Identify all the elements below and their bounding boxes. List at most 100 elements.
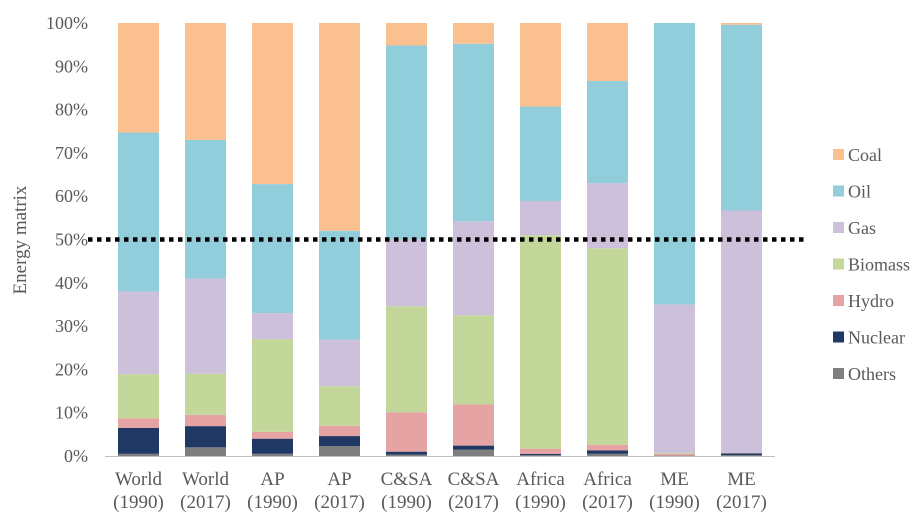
- bar-stack: [453, 23, 494, 456]
- bar-stack: [319, 23, 360, 456]
- bar-segment-oil: [386, 45, 427, 240]
- bar-segment-gas: [654, 304, 695, 453]
- bar-stack: [587, 23, 628, 456]
- y-tick-label: 60%: [55, 186, 88, 206]
- x-tick-label: (1990): [247, 492, 298, 513]
- bar-stack: [520, 23, 561, 456]
- bar-segment-biomass: [319, 386, 360, 426]
- bar-segment-coal: [118, 23, 159, 133]
- legend-swatch-oil: [833, 185, 844, 197]
- bar-segment-hydro: [386, 412, 427, 452]
- x-tick-label: (2017): [180, 492, 231, 513]
- bar-segment-nuclear: [185, 426, 226, 448]
- bar-stack: [185, 23, 226, 456]
- bar-segment-gas: [721, 210, 762, 453]
- legend-label-gas: Gas: [848, 218, 876, 238]
- bar-segment-others: [721, 455, 762, 456]
- bar-segment-biomass: [386, 306, 427, 413]
- bar-segment-others: [587, 453, 628, 456]
- bar-segment-coal: [185, 23, 226, 140]
- bar-segment-nuclear: [453, 445, 494, 450]
- bar-segment-hydro: [252, 431, 293, 439]
- legend-swatch-gas: [833, 222, 844, 233]
- bar-segment-oil: [185, 139, 226, 279]
- x-tick-label: (2017): [448, 492, 499, 513]
- x-tick-label: (2017): [716, 492, 767, 513]
- legend: Coal Oil Gas Biomass Hydro Nuclear Others: [833, 145, 910, 384]
- legend-label-biomass: Biomass: [848, 255, 910, 275]
- bar-segment-nuclear: [721, 453, 762, 456]
- bar-segment-hydro: [453, 404, 494, 446]
- bar-segment-oil: [453, 43, 494, 222]
- legend-label-nuclear: Nuclear: [848, 328, 905, 348]
- bar-segment-others: [252, 453, 293, 456]
- x-tick-label: ME: [727, 469, 756, 490]
- x-tick-label: AP: [260, 469, 284, 490]
- bar-segment-gas: [185, 278, 226, 374]
- legend-label-coal: Coal: [848, 145, 882, 165]
- bar-segment-biomass: [520, 235, 561, 449]
- bar-segment-gas: [386, 239, 427, 307]
- bar-stack: [118, 23, 159, 456]
- bar-segment-oil: [587, 81, 628, 184]
- legend-label-oil: Oil: [848, 182, 871, 202]
- legend-label-others: Others: [848, 364, 896, 384]
- bar-segment-oil: [721, 24, 762, 211]
- bar-segment-others: [386, 454, 427, 456]
- bar-stack: [252, 23, 293, 456]
- legend-swatch-coal: [833, 149, 844, 160]
- y-tick-label: 20%: [55, 359, 88, 379]
- bar-stack: [721, 23, 762, 456]
- bar-segment-coal: [252, 23, 293, 185]
- bar-segment-biomass: [453, 315, 494, 405]
- bar-segment-gas: [319, 339, 360, 387]
- y-tick-label: 40%: [55, 273, 88, 293]
- y-tick-label: 80%: [55, 100, 88, 120]
- x-tick-label: (1990): [381, 492, 432, 513]
- x-tick-label: (1990): [515, 492, 566, 513]
- bar-segment-biomass: [185, 373, 226, 415]
- bar-segment-oil: [654, 23, 695, 305]
- bar-segment-coal: [721, 23, 762, 25]
- bar-segment-coal: [319, 23, 360, 231]
- legend-swatch-others: [833, 368, 844, 379]
- y-axis-title: Energy matrix: [10, 185, 31, 294]
- bar-segment-hydro: [185, 414, 226, 427]
- bar-segment-hydro: [654, 453, 695, 456]
- x-tick-label: C&SA: [381, 469, 433, 490]
- bar-stack: [386, 23, 427, 456]
- bar-segment-others: [319, 446, 360, 456]
- x-tick-label: (2017): [582, 492, 633, 513]
- bar-segment-hydro: [587, 444, 628, 451]
- y-tick-label: 70%: [55, 143, 88, 163]
- bar-segment-gas: [453, 221, 494, 316]
- x-tick-label: ME: [660, 469, 689, 490]
- bar-segment-others: [185, 447, 226, 456]
- bar-segment-hydro: [319, 425, 360, 437]
- bar-segment-oil: [520, 106, 561, 201]
- bar-segment-coal: [453, 23, 494, 44]
- y-tick-label: 0%: [64, 446, 88, 466]
- y-tick-label: 100%: [46, 13, 88, 33]
- bar-segment-biomass: [118, 374, 159, 419]
- y-axis: 0% 10% 20% 30% 40% 50% 60% 70% 80% 90% 100%: [46, 13, 88, 466]
- y-tick-label: 30%: [55, 316, 88, 336]
- bar-segment-gas: [252, 313, 293, 340]
- bar-segment-nuclear: [319, 436, 360, 447]
- bar-segment-nuclear: [252, 438, 293, 454]
- legend-swatch-nuclear: [833, 331, 844, 343]
- bar-segment-others: [520, 455, 561, 456]
- bars: [88, 23, 806, 456]
- legend-swatch-biomass: [833, 258, 844, 270]
- bar-segment-nuclear: [520, 453, 561, 456]
- y-tick-label: 50%: [55, 230, 88, 250]
- y-tick-label: 90%: [55, 56, 88, 76]
- x-tick-label: C&SA: [448, 469, 500, 490]
- bar-stack: [654, 23, 695, 456]
- bar-segment-biomass: [252, 339, 293, 432]
- bar-segment-hydro: [118, 418, 159, 428]
- bar-segment-others: [453, 449, 494, 456]
- bar-segment-gas: [118, 291, 159, 375]
- bar-segment-coal: [587, 23, 628, 82]
